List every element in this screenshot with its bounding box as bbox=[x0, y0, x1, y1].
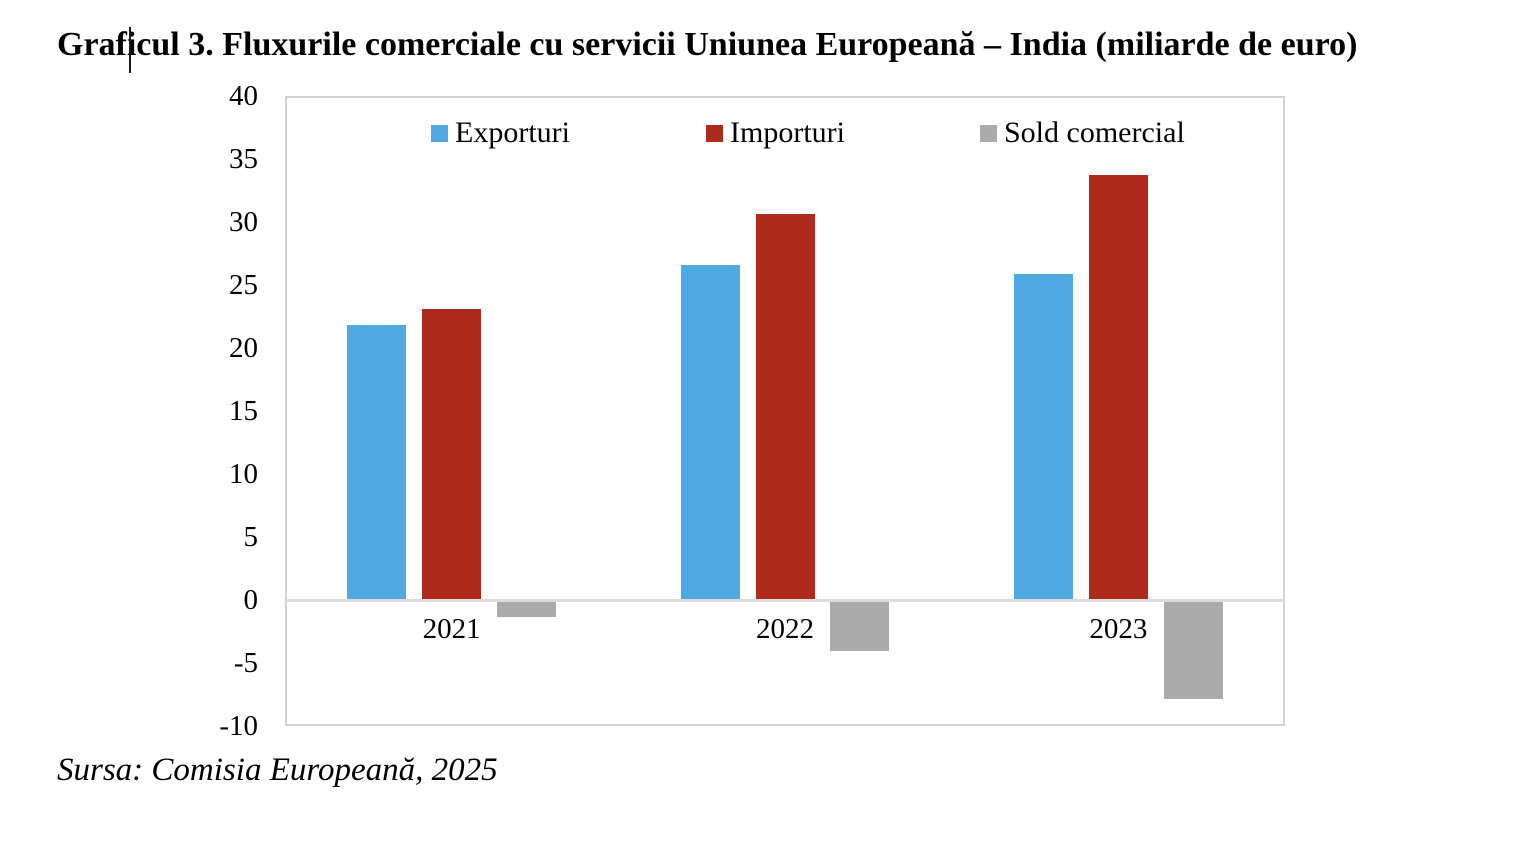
bar-importuri-2023 bbox=[1088, 175, 1148, 600]
bar-sold-comercial-2022 bbox=[830, 601, 890, 652]
bar-exporturi-2022 bbox=[680, 264, 740, 600]
legend-item-sold-comercial: Sold comercial bbox=[980, 117, 1185, 149]
y-tick-label: -10 bbox=[219, 710, 258, 742]
source-caption: Sursa: Comisia Europeană, 2025 bbox=[57, 752, 498, 788]
bar-importuri-2021 bbox=[422, 308, 482, 600]
y-tick-label: 10 bbox=[229, 458, 258, 490]
bar-exporturi-2023 bbox=[1014, 273, 1074, 600]
y-tick-label: 30 bbox=[229, 206, 258, 238]
x-category-label: 2022 bbox=[756, 613, 814, 645]
legend-swatch-icon bbox=[706, 124, 723, 142]
y-tick-label: 35 bbox=[229, 143, 258, 175]
bar-exporturi-2021 bbox=[347, 325, 407, 600]
y-tick-label: -5 bbox=[233, 647, 258, 679]
y-tick-label: 15 bbox=[229, 395, 258, 427]
x-category-label: 2023 bbox=[1089, 613, 1148, 645]
bar-sold-comercial-2021 bbox=[496, 601, 556, 618]
legend-label: Exporturi bbox=[455, 116, 570, 149]
legend-label: Importuri bbox=[730, 116, 845, 149]
y-tick-label: 20 bbox=[229, 332, 258, 364]
x-category-label: 2021 bbox=[422, 613, 481, 645]
bar-sold-comercial-2023 bbox=[1163, 601, 1223, 700]
legend-label: Sold comercial bbox=[1004, 116, 1185, 149]
y-tick-label: 5 bbox=[243, 521, 259, 553]
legend-swatch-icon bbox=[980, 124, 997, 142]
y-tick-label: 0 bbox=[243, 584, 259, 616]
legend-item-importuri: Importuri bbox=[706, 117, 845, 149]
chart-title: Graficul 3. Fluxurile comerciale cu serv… bbox=[57, 26, 1358, 63]
y-tick-label: 40 bbox=[229, 80, 258, 112]
legend-swatch-icon bbox=[431, 124, 448, 142]
legend-item-exporturi: Exporturi bbox=[431, 117, 570, 149]
text-cursor bbox=[129, 27, 131, 73]
bar-importuri-2022 bbox=[755, 214, 815, 600]
zero-line bbox=[286, 599, 1284, 602]
y-tick-label: 25 bbox=[229, 269, 258, 301]
